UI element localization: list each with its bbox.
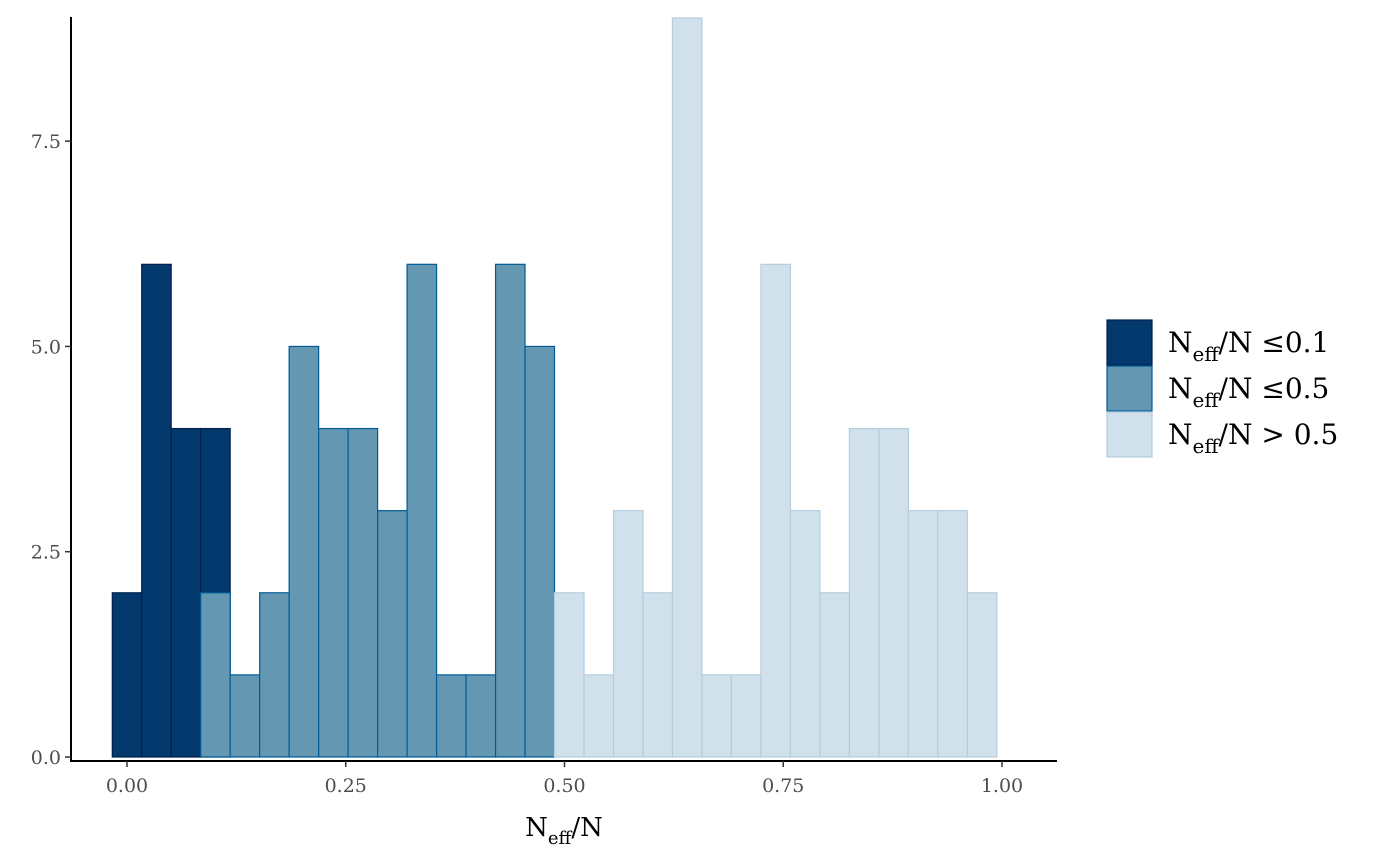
histogram-bar-series-1-bin-1 (111, 592, 143, 758)
x-tick-label-5: 1.00 (981, 775, 1023, 797)
x-tick-label-2: 0.25 (325, 775, 367, 797)
histogram-bar-series-3-bin-12 (878, 427, 909, 758)
histogram-bar-series-3-bin-3 (612, 510, 644, 758)
histogram-bar-series-1-bin-3 (170, 427, 202, 758)
histogram-bar-series-2-bin-4 (288, 345, 320, 758)
x-tick-label-3: 0.50 (543, 775, 585, 797)
histogram-bar-series-3-bin-1 (553, 592, 585, 758)
histogram-bar-series-3-bin-6 (701, 674, 733, 758)
x-tick-label-1: 0.00 (106, 775, 148, 797)
histogram-bar-series-2-bin-8 (406, 263, 438, 758)
y-tick-label-1: 0.0 (31, 747, 61, 769)
histogram-bar-series-3-bin-11 (848, 427, 880, 758)
histogram-bar-series-1-bin-2 (141, 263, 172, 758)
histogram-bar-series-2-bin-9 (435, 674, 467, 758)
histogram-bar-series-3-bin-5 (671, 17, 703, 758)
bars-layer (111, 17, 998, 758)
histogram-bar-series-2-bin-12 (524, 345, 556, 758)
legend-label-2: Neff/N ≤0.5 (1168, 372, 1329, 412)
histogram-bar-series-3-bin-14 (937, 510, 968, 758)
legend-key-3 (1106, 411, 1153, 458)
legend: Neff/N ≤0.1 Neff/N ≤0.5 Neff/N > 0.5 (1106, 319, 1338, 458)
histogram-bar-series-2-bin-1 (200, 592, 231, 758)
histogram-bar-series-2-bin-7 (377, 510, 408, 758)
x-axis-title: Neff/N (525, 813, 603, 849)
histogram-bar-series-2-bin-3 (259, 592, 290, 758)
histogram-bar-series-3-bin-8 (760, 263, 792, 758)
histogram-bar-series-2-bin-11 (494, 263, 526, 758)
histogram-bar-series-2-bin-6 (347, 427, 379, 758)
histogram-bar-series-3-bin-15 (966, 592, 998, 758)
legend-label-3: Neff/N > 0.5 (1168, 418, 1338, 458)
y-tick-label-2: 2.5 (31, 542, 61, 564)
histogram-bar-series-3-bin-2 (583, 674, 615, 758)
histogram-bar-series-2-bin-5 (318, 427, 349, 758)
histogram-bar-series-2-bin-10 (465, 674, 497, 758)
histogram-bar-series-3-bin-4 (642, 592, 674, 758)
y-tick-label-3: 5.0 (31, 336, 61, 358)
histogram-bar-series-3-bin-13 (907, 510, 939, 758)
axes-layer: 0.0 2.5 5.0 7.5 0.00 0.25 0.50 0.75 1.00 Neff/N (31, 17, 1057, 849)
y-tick-label-4: 7.5 (31, 131, 61, 153)
histogram-bar-series-3-bin-9 (789, 510, 821, 758)
histogram-bar-series-3-bin-7 (730, 674, 762, 758)
x-tick-label-4: 0.75 (762, 775, 804, 797)
legend-label-1: Neff/N ≤0.1 (1168, 326, 1329, 366)
legend-key-2 (1106, 365, 1153, 412)
histogram-bar-series-2-bin-2 (229, 674, 261, 758)
histogram-bar-series-3-bin-10 (819, 592, 850, 758)
legend-key-1 (1106, 319, 1153, 366)
